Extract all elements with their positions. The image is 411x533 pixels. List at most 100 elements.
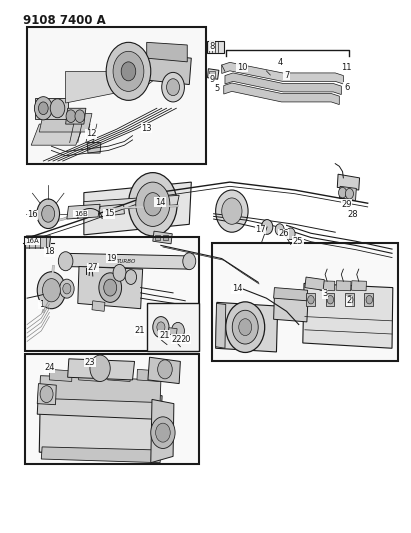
Polygon shape xyxy=(31,124,84,145)
Polygon shape xyxy=(208,69,219,79)
Polygon shape xyxy=(303,284,393,348)
Polygon shape xyxy=(68,359,134,380)
Polygon shape xyxy=(37,384,56,405)
Circle shape xyxy=(308,295,314,304)
Circle shape xyxy=(339,188,346,198)
Bar xyxy=(147,303,199,351)
Circle shape xyxy=(346,295,353,304)
Bar xyxy=(212,243,398,361)
Text: 21: 21 xyxy=(159,330,169,340)
Text: 4: 4 xyxy=(278,58,283,67)
Text: 28: 28 xyxy=(347,211,358,219)
Text: 8: 8 xyxy=(209,42,215,51)
Text: 16B: 16B xyxy=(74,211,88,217)
Circle shape xyxy=(151,417,175,448)
Circle shape xyxy=(222,198,242,224)
Circle shape xyxy=(90,355,110,382)
Polygon shape xyxy=(216,302,278,352)
Bar xyxy=(212,243,398,361)
Bar xyxy=(326,293,335,306)
Polygon shape xyxy=(139,53,191,85)
Bar xyxy=(155,236,160,240)
Polygon shape xyxy=(108,369,131,382)
Polygon shape xyxy=(305,277,324,290)
Text: 1: 1 xyxy=(39,300,44,309)
Circle shape xyxy=(261,220,273,235)
Circle shape xyxy=(125,270,136,285)
Text: 13: 13 xyxy=(141,124,152,133)
Polygon shape xyxy=(222,62,343,84)
Text: 24: 24 xyxy=(44,364,55,372)
Circle shape xyxy=(144,192,162,216)
Circle shape xyxy=(35,96,52,120)
Text: 7: 7 xyxy=(284,71,289,80)
Polygon shape xyxy=(35,98,68,119)
Polygon shape xyxy=(337,174,360,190)
Bar xyxy=(207,41,224,53)
Polygon shape xyxy=(66,71,165,103)
Polygon shape xyxy=(41,447,161,463)
Bar xyxy=(345,293,354,306)
Circle shape xyxy=(158,360,172,379)
Circle shape xyxy=(286,228,295,240)
Circle shape xyxy=(63,284,71,294)
Polygon shape xyxy=(84,195,179,211)
Polygon shape xyxy=(151,399,174,463)
Text: 25: 25 xyxy=(293,237,303,246)
Polygon shape xyxy=(274,295,308,322)
Circle shape xyxy=(104,279,117,296)
Circle shape xyxy=(327,295,334,304)
Circle shape xyxy=(275,224,284,236)
Bar xyxy=(25,353,199,464)
Circle shape xyxy=(75,110,85,123)
Text: 19: 19 xyxy=(106,254,117,263)
Text: 6: 6 xyxy=(344,83,349,92)
Text: 2: 2 xyxy=(347,296,352,305)
Polygon shape xyxy=(79,369,101,382)
Bar xyxy=(25,353,199,464)
Bar xyxy=(365,293,373,306)
Text: 23: 23 xyxy=(85,358,95,367)
Circle shape xyxy=(113,264,126,281)
Polygon shape xyxy=(336,281,351,291)
Polygon shape xyxy=(92,301,105,311)
Bar xyxy=(25,238,199,351)
Polygon shape xyxy=(39,376,161,402)
Polygon shape xyxy=(39,406,163,457)
Polygon shape xyxy=(49,369,72,382)
Polygon shape xyxy=(67,204,100,219)
Circle shape xyxy=(366,295,372,304)
Circle shape xyxy=(156,423,170,442)
Circle shape xyxy=(60,279,74,298)
Circle shape xyxy=(166,79,180,95)
Polygon shape xyxy=(148,357,180,384)
Circle shape xyxy=(129,173,177,236)
Polygon shape xyxy=(351,281,367,291)
Circle shape xyxy=(113,51,144,91)
Circle shape xyxy=(216,190,248,232)
Polygon shape xyxy=(224,83,339,104)
Circle shape xyxy=(136,182,170,227)
Polygon shape xyxy=(66,108,86,124)
Polygon shape xyxy=(87,142,101,153)
Bar xyxy=(209,71,215,77)
Polygon shape xyxy=(320,281,335,291)
Text: 11: 11 xyxy=(342,62,352,71)
Circle shape xyxy=(66,110,76,123)
Text: 22: 22 xyxy=(171,335,182,344)
Circle shape xyxy=(162,72,185,102)
Text: 5: 5 xyxy=(214,84,219,93)
Circle shape xyxy=(153,317,169,338)
Polygon shape xyxy=(78,266,143,309)
Polygon shape xyxy=(225,73,341,94)
Text: 16: 16 xyxy=(27,211,38,219)
Polygon shape xyxy=(168,328,177,335)
Circle shape xyxy=(226,302,265,352)
Text: TURBO: TURBO xyxy=(117,259,136,264)
Circle shape xyxy=(42,279,60,302)
Circle shape xyxy=(40,386,53,402)
Polygon shape xyxy=(84,182,191,235)
Polygon shape xyxy=(99,204,125,217)
Circle shape xyxy=(50,99,65,118)
Text: 21: 21 xyxy=(134,326,145,335)
